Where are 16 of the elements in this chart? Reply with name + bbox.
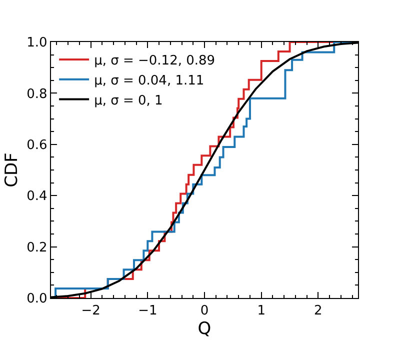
x-axis-title: Q bbox=[198, 319, 212, 340]
x-tick-label: 1 bbox=[257, 304, 266, 319]
x-tick-label: −2 bbox=[81, 304, 100, 319]
y-tick-label: 0.6 bbox=[26, 138, 48, 153]
x-tick-label: 2 bbox=[314, 304, 322, 319]
x-tick-label: 0 bbox=[200, 304, 209, 319]
y-tick-label: 0.4 bbox=[26, 189, 48, 204]
legend-label: μ, σ = 0.04, 1.11 bbox=[94, 73, 204, 88]
y-tick-label: 0.0 bbox=[26, 292, 48, 307]
y-tick-label: 0.8 bbox=[26, 86, 48, 102]
legend-label: μ, σ = −0.12, 0.89 bbox=[94, 54, 216, 69]
y-tick-label: 0.2 bbox=[26, 240, 48, 256]
legend-label: μ, σ = 0, 1 bbox=[94, 93, 163, 108]
y-tick-label: 1.0 bbox=[26, 36, 48, 51]
y-axis-title: CDF bbox=[2, 152, 22, 188]
x-tick-label: −1 bbox=[138, 304, 158, 319]
